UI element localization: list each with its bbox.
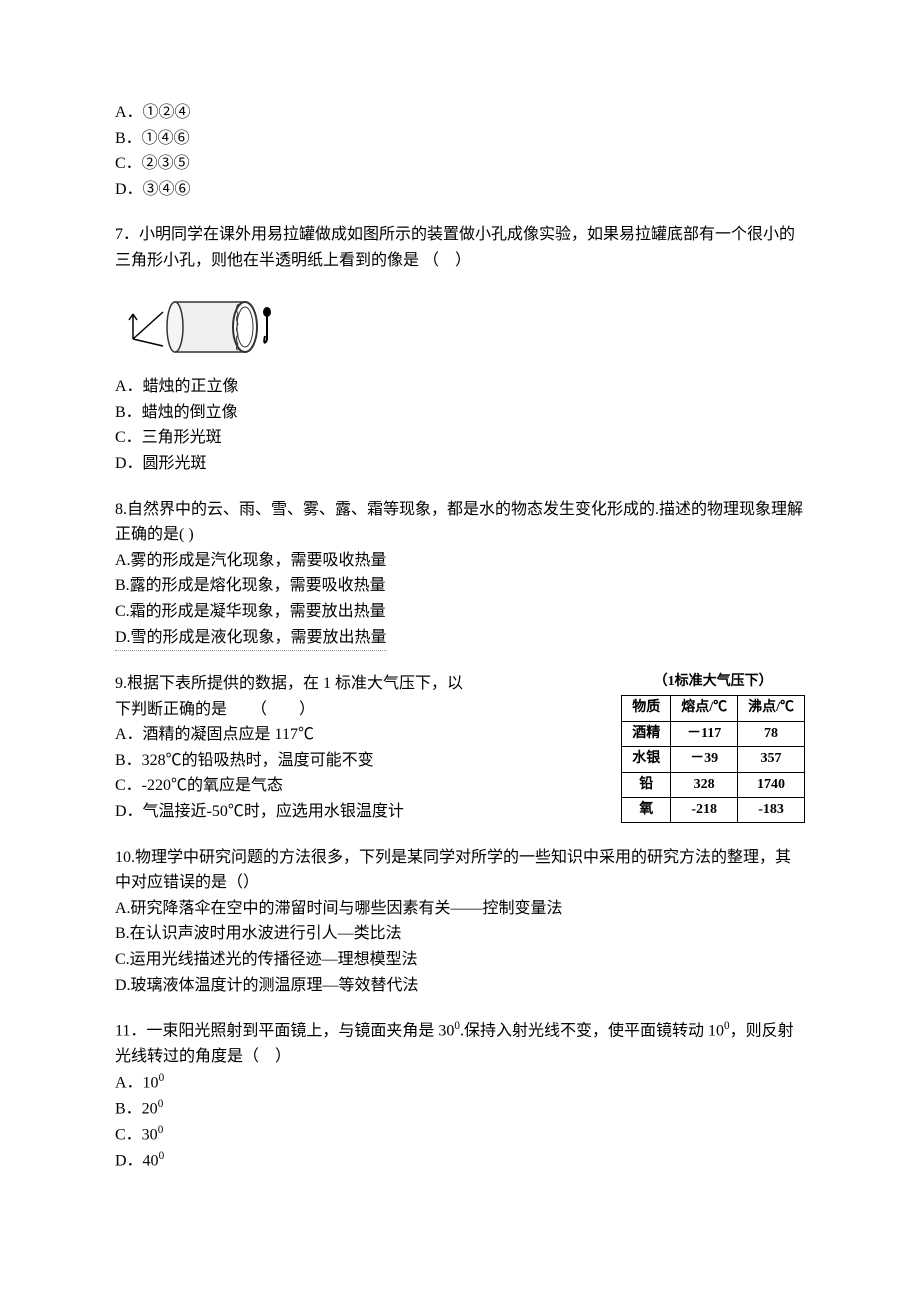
option-b: B．200: [115, 1096, 805, 1122]
question-11: 11．一束阳光照射到平面镜上，与镜面夹角是 300.保持入射光线不变，使平面镜转…: [115, 1018, 805, 1173]
pinhole-diagram: [115, 284, 805, 365]
question-6-options: A．①②④ B．①④⑥ C．②③⑤ D．③④⑥: [115, 100, 805, 202]
option-a: A.研究降落伞在空中的滞留时间与哪些因素有关——控制变量法: [115, 896, 805, 922]
col-substance: 物质: [622, 696, 671, 721]
table-row: 水银 －39 357: [622, 747, 805, 772]
melting-boiling-table-wrap: （1标准大气压下） 物质 熔点/℃ 沸点/℃ 酒精 －117 78 水银 －39…: [621, 671, 805, 823]
question-8: 8.自然界中的云、雨、雪、雾、露、霜等现象，都是水的物态发生变化形成的.描述的物…: [115, 497, 805, 652]
question-8-stem: 8.自然界中的云、雨、雪、雾、露、霜等现象，都是水的物态发生变化形成的.描述的物…: [115, 497, 805, 548]
option-c: C．三角形光斑: [115, 425, 805, 451]
question-7-stem: 7．小明同学在课外用易拉罐做成如图所示的装置做小孔成像实验，如果易拉罐底部有一个…: [115, 222, 805, 273]
table-row: 铅 328 1740: [622, 772, 805, 797]
table-row: 氧 -218 -183: [622, 798, 805, 823]
option-d: D.玻璃液体温度计的测温原理—等效替代法: [115, 973, 805, 999]
option-c: C.运用光线描述光的传播径迹—理想模型法: [115, 947, 805, 973]
option-b: B.露的形成是熔化现象，需要吸收热量: [115, 573, 805, 599]
option-b: B．①④⑥: [115, 126, 805, 152]
question-10: 10.物理学中研究问题的方法很多，下列是某同学对所学的一些知识中采用的研究方法的…: [115, 845, 805, 999]
table-row: 酒精 －117 78: [622, 721, 805, 746]
option-a: A．100: [115, 1070, 805, 1096]
option-b: B．328℃的铅吸热时，温度可能不变: [115, 748, 535, 774]
col-melting: 熔点/℃: [671, 696, 738, 721]
option-d: D．圆形光斑: [115, 451, 805, 477]
option-d: D．400: [115, 1148, 805, 1174]
question-9-stem-line2: 下判断正确的是 （ ）: [115, 697, 535, 723]
question-9-stem-line1: 9.根据下表所提供的数据，在 1 标准大气压下，以: [115, 671, 535, 697]
option-c: C．②③⑤: [115, 151, 805, 177]
option-a: A．①②④: [115, 100, 805, 126]
col-boiling: 沸点/℃: [738, 696, 805, 721]
table-caption: （1标准大气压下）: [621, 671, 805, 693]
option-a: A.雾的形成是汽化现象，需要吸收热量: [115, 548, 805, 574]
option-b: B.在认识声波时用水波进行引人—类比法: [115, 921, 805, 947]
question-10-stem: 10.物理学中研究问题的方法很多，下列是某同学对所学的一些知识中采用的研究方法的…: [115, 845, 805, 896]
option-c: C.霜的形成是凝华现象，需要放出热量: [115, 599, 805, 625]
question-11-stem: 11．一束阳光照射到平面镜上，与镜面夹角是 300.保持入射光线不变，使平面镜转…: [115, 1018, 805, 1070]
option-d: D．③④⑥: [115, 177, 805, 203]
option-c: C．300: [115, 1122, 805, 1148]
question-7: 7．小明同学在课外用易拉罐做成如图所示的装置做小孔成像实验，如果易拉罐底部有一个…: [115, 222, 805, 476]
option-a: A．酒精的凝固点应是 117℃: [115, 722, 535, 748]
melting-boiling-table: 物质 熔点/℃ 沸点/℃ 酒精 －117 78 水银 －39 357 铅 328…: [621, 695, 805, 823]
table-header-row: 物质 熔点/℃ 沸点/℃: [622, 696, 805, 721]
option-d: D.雪的形成是液化现象，需要放出热量: [115, 625, 387, 652]
question-9: 9.根据下表所提供的数据，在 1 标准大气压下，以 下判断正确的是 （ ） A．…: [115, 671, 805, 825]
option-b: B．蜡烛的倒立像: [115, 400, 805, 426]
option-a: A．蜡烛的正立像: [115, 374, 805, 400]
option-d: D．气温接近-50℃时，应选用水银温度计: [115, 799, 535, 825]
option-c: C．-220℃的氧应是气态: [115, 773, 535, 799]
